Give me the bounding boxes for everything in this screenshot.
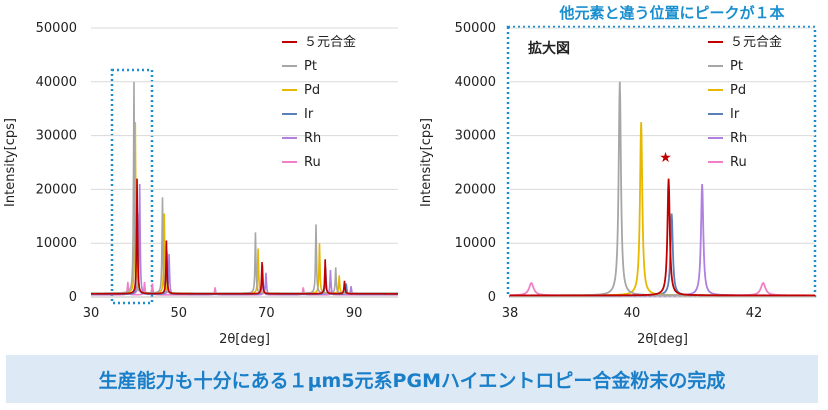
legend-entry: ５元合金: [730, 34, 782, 50]
summary-banner: 生産能力も十分にある１μm5元系PGMハイエントロピー合金粉末の完成: [6, 355, 818, 403]
zoom-region-frame: [506, 25, 817, 298]
y-tick-label: 0: [69, 290, 77, 305]
x-tick-label: 38: [502, 306, 519, 321]
legend-entry: Pt: [730, 59, 743, 74]
series-line: [510, 183, 815, 297]
legend-entry: Pt: [304, 59, 317, 74]
y-tick-label: 10000: [36, 236, 77, 251]
x-tick-label: 70: [258, 306, 275, 321]
y-tick-label: 0: [488, 290, 496, 305]
y-tick-label: 30000: [36, 129, 77, 144]
x-tick-label: 90: [346, 306, 363, 321]
legend-entry: Pd: [304, 83, 320, 98]
headline-text: 他元素と違う位置にピークが１本: [558, 4, 784, 22]
right-chart: 0 10000 20000 30000 40000 50000 38 40 42 2θ[deg] I…: [419, 21, 815, 347]
legend-entry: Rh: [304, 131, 321, 146]
legend-entry: Ru: [730, 155, 747, 170]
y-tick-label: 30000: [455, 129, 496, 144]
legend-entry: Ir: [730, 107, 740, 122]
legend-entry: Rh: [730, 131, 747, 146]
y-tick-label: 20000: [455, 182, 496, 197]
series-line: [510, 81, 815, 297]
y-tick-label: 20000: [36, 182, 77, 197]
series-line: [91, 178, 398, 295]
legend-entry: Ir: [304, 107, 314, 122]
y-axis-label: Intensity[cps]: [3, 118, 18, 207]
series-line: [510, 178, 815, 297]
peak-highlight-box: [110, 68, 154, 305]
x-tick-label: 40: [624, 306, 641, 321]
x-tick-label: 42: [746, 306, 763, 321]
zoom-title: 拡大図: [528, 40, 570, 57]
x-axis-label: 2θ[deg]: [637, 332, 688, 347]
y-axis-label: Intensity[cps]: [419, 118, 434, 207]
x-tick-label: 50: [170, 306, 187, 321]
series-line: [510, 213, 815, 297]
x-axis-label: 2θ[deg]: [219, 332, 270, 347]
y-tick-label: 10000: [455, 236, 496, 251]
legend-entry: Ru: [304, 155, 321, 170]
y-tick-label: 40000: [36, 75, 77, 90]
y-tick-label: 50000: [36, 21, 77, 36]
y-tick-label: 50000: [455, 21, 496, 36]
xrd-figure: 他元素と違う位置にピークが１本 拡大図 01000020000300004000…: [3, 4, 817, 347]
left-chart: 0 10000 20000 30000 40000 50000 30 50 70 90 2θ[deg…: [3, 21, 398, 347]
y-tick-label: 40000: [455, 75, 496, 90]
star-marker: ★: [659, 150, 672, 166]
summary-banner-text: 生産能力も十分にある１μm5元系PGMハイエントロピー合金粉末の完成: [98, 369, 726, 392]
legend-entry: ５元合金: [304, 34, 356, 50]
x-tick-label: 30: [83, 306, 100, 321]
legend-entry: Pd: [730, 83, 746, 98]
series-line: [510, 122, 815, 297]
